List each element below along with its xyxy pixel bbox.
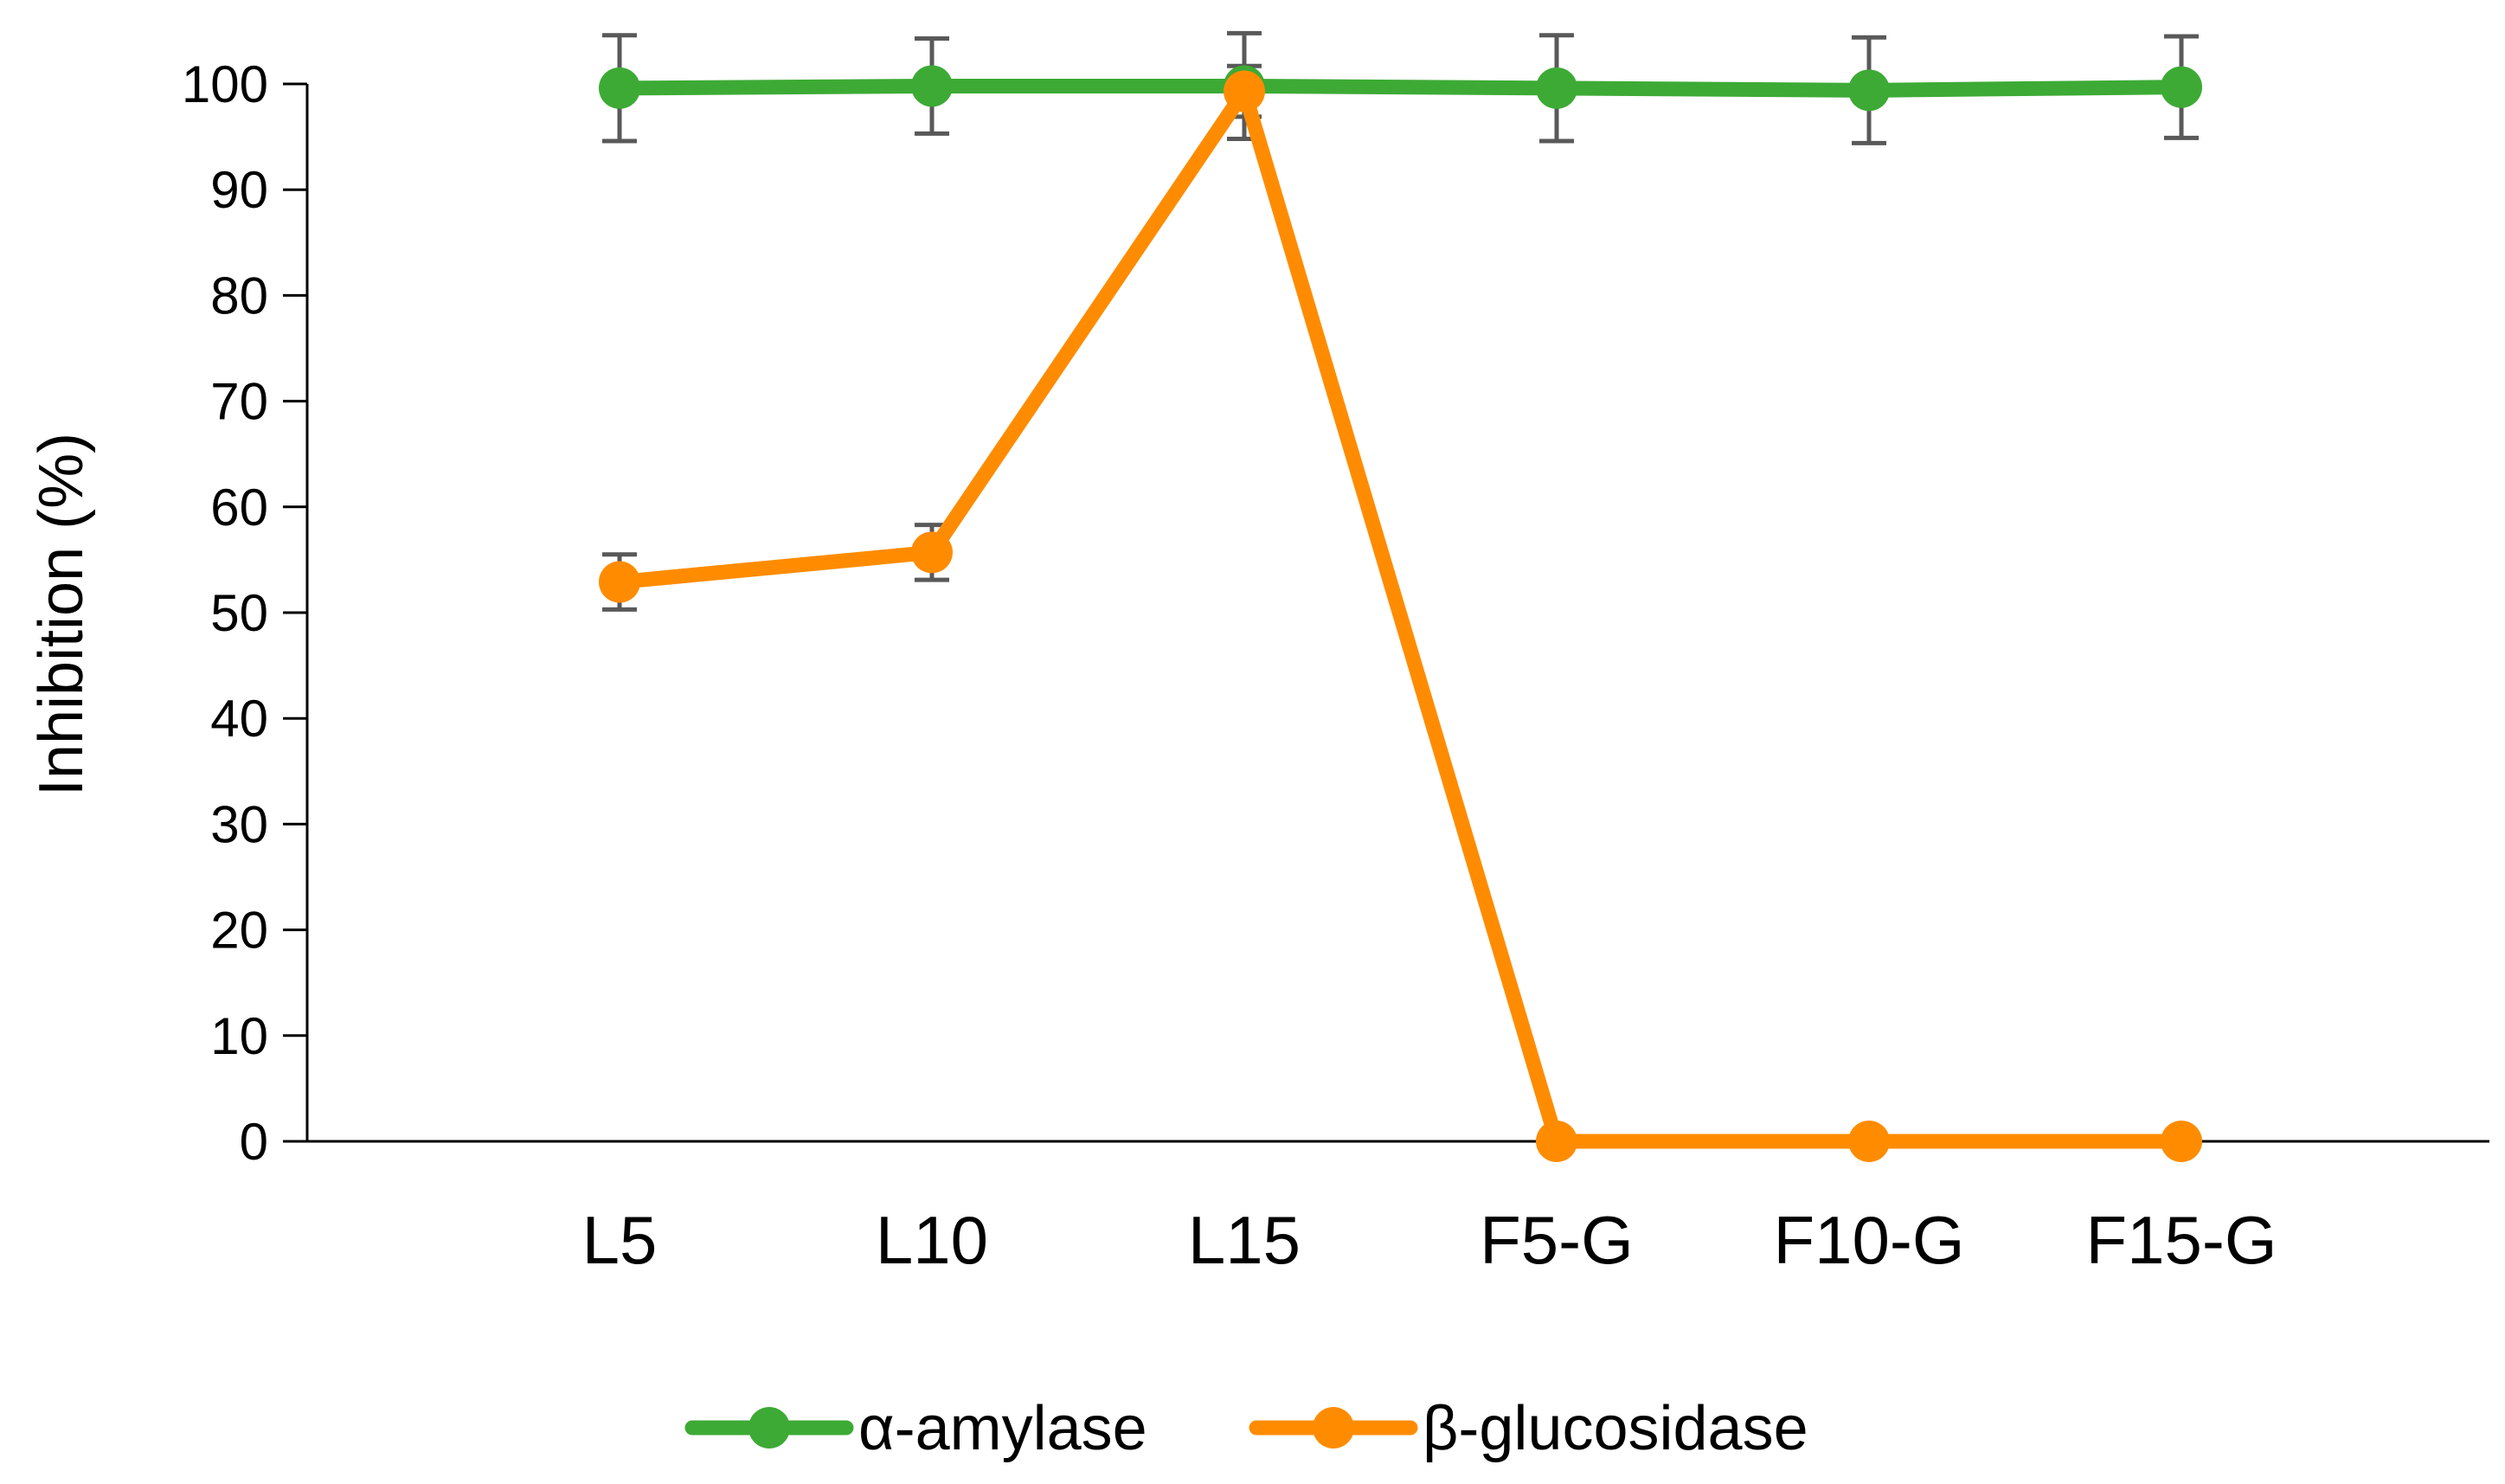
data-point bbox=[1224, 70, 1265, 112]
data-point bbox=[911, 531, 953, 574]
y-tick-label: 100 bbox=[182, 55, 268, 113]
legend-marker bbox=[748, 1407, 790, 1449]
data-point bbox=[2161, 66, 2202, 108]
legend-item: α-amylase bbox=[684, 1394, 1147, 1463]
legend-marker bbox=[1313, 1407, 1354, 1449]
y-tick-label: 60 bbox=[210, 479, 268, 536]
series-points bbox=[599, 65, 2202, 1162]
x-tick-label: F15-G bbox=[2085, 1202, 2277, 1278]
data-point bbox=[2161, 1121, 2202, 1162]
y-tick-label: 0 bbox=[240, 1113, 268, 1171]
data-point bbox=[599, 561, 640, 603]
y-tick-label: 70 bbox=[210, 373, 268, 431]
x-tick-label: F5-G bbox=[1480, 1202, 1634, 1278]
y-tick-label: 50 bbox=[210, 584, 268, 642]
data-point bbox=[599, 67, 640, 109]
x-tick-label: L10 bbox=[876, 1202, 988, 1278]
legend-label: α-amylase bbox=[858, 1394, 1147, 1463]
y-tick-label: 40 bbox=[210, 690, 268, 748]
data-point bbox=[1848, 1121, 1890, 1162]
y-tick-label: 10 bbox=[210, 1007, 268, 1065]
y-tick-label: 80 bbox=[210, 267, 268, 324]
y-tick-labels: 0 10 20 30 40 50 60 70 80 90 100 bbox=[182, 55, 268, 1171]
series-line bbox=[612, 84, 2189, 1149]
data-point bbox=[1848, 69, 1890, 112]
x-tick-label: F10-G bbox=[1773, 1202, 1964, 1278]
series-lines bbox=[612, 78, 2189, 1149]
error-bars bbox=[602, 30, 2199, 612]
y-axis-title: Inhibition (%) bbox=[27, 433, 96, 796]
axes bbox=[283, 82, 2489, 1143]
data-point bbox=[911, 65, 953, 107]
y-tick-label: 20 bbox=[210, 902, 268, 960]
series-line bbox=[612, 78, 2189, 98]
legend: α-amylase β-glucosidase bbox=[684, 1394, 1808, 1463]
y-tick-label: 30 bbox=[210, 795, 268, 853]
legend-item: β-glucosidase bbox=[1249, 1394, 1808, 1463]
x-tick-label: L5 bbox=[582, 1202, 658, 1278]
x-tick-label: L15 bbox=[1188, 1202, 1301, 1278]
legend-label: β-glucosidase bbox=[1423, 1394, 1808, 1463]
data-point bbox=[1536, 67, 1577, 109]
data-point bbox=[1536, 1121, 1577, 1162]
y-tick-label: 90 bbox=[210, 161, 268, 219]
x-category-labels: L5 L10 L15 F5-G F10-G F15-G bbox=[582, 1202, 2277, 1278]
